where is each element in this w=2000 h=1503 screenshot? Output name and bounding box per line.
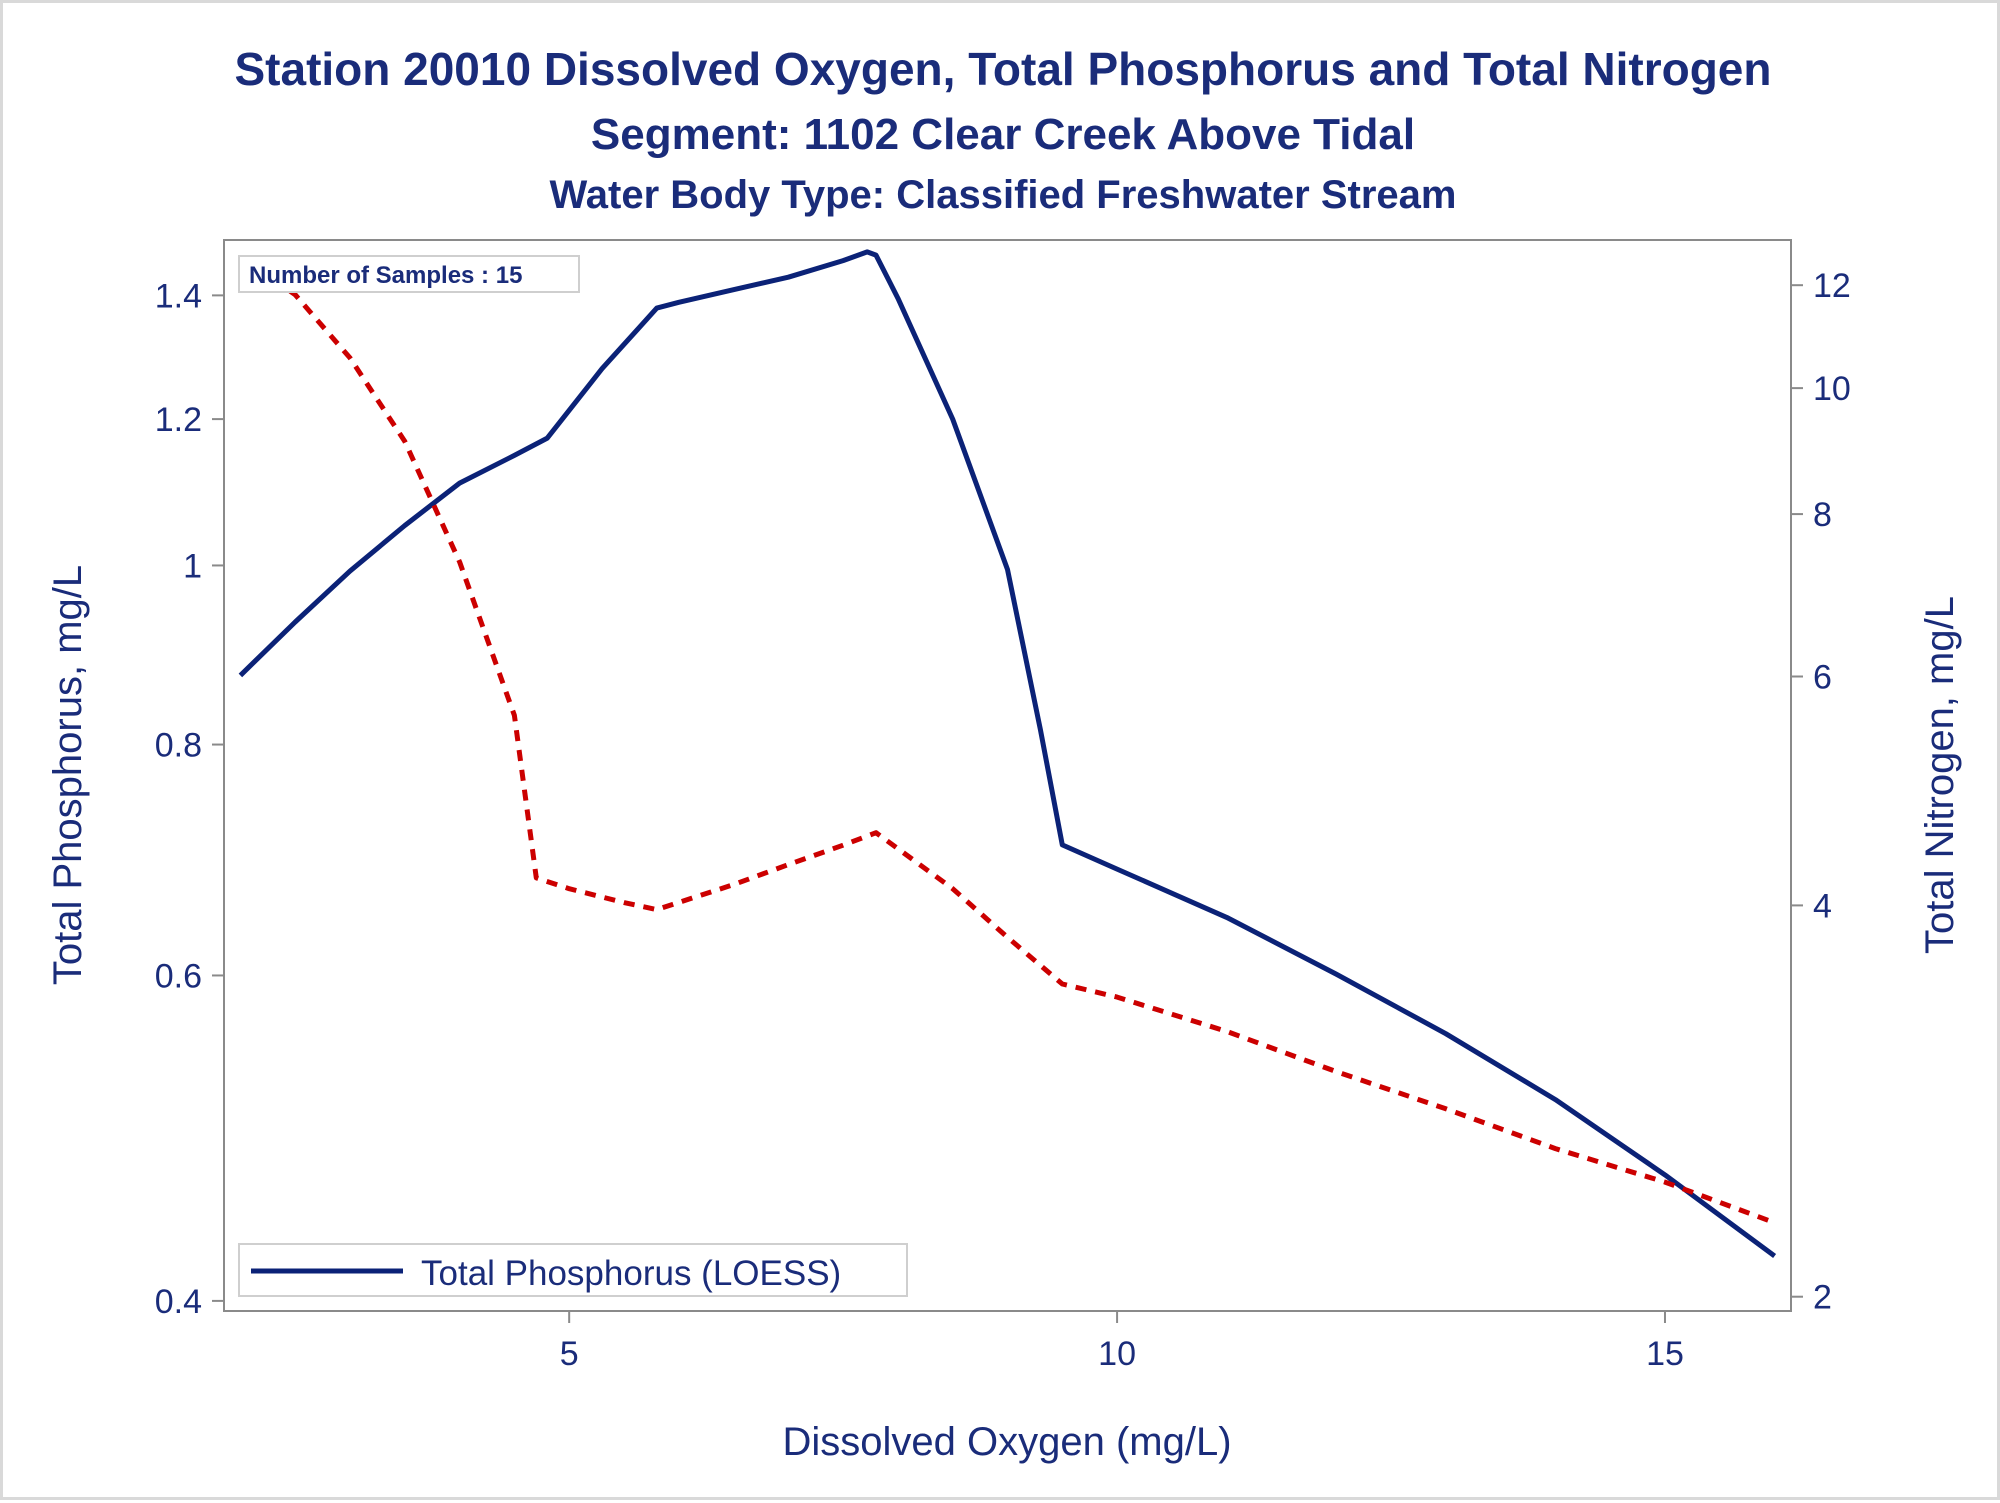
y-tick-label: 0.8 <box>155 727 202 765</box>
series-line-phosphorus <box>238 249 1777 1259</box>
y2-tick-label: 4 <box>1813 887 1832 925</box>
y-tick-label: 1 <box>183 547 202 585</box>
y-tick-label: 1.4 <box>155 277 202 315</box>
sample-count-label: Number of Samples : 15 <box>249 262 522 289</box>
y-axis-left: 0.4 0.6 0.8 1 1.2 1.4 <box>155 277 224 1321</box>
y2-tick-label: 6 <box>1813 658 1832 696</box>
x-tick-label: 10 <box>1098 1335 1136 1373</box>
x-tick-label: 5 <box>560 1335 579 1373</box>
y2-tick-label: 2 <box>1813 1279 1832 1317</box>
y-tick-label: 1.2 <box>155 401 202 439</box>
y-axis-right: 2 4 6 8 10 12 <box>1791 267 1851 1317</box>
series-line-nitrogen <box>238 255 1776 1226</box>
x-tick-label: 15 <box>1646 1335 1684 1373</box>
plot-area <box>223 239 1792 1312</box>
sample-count-border <box>238 255 580 293</box>
chart-subtitle-2: Water Body Type: Classified Freshwater S… <box>550 173 1457 217</box>
legend: Total Phosphorus (LOESS) <box>238 1243 908 1297</box>
chart-svg: Station 20010 Dissolved Oxygen, Total Ph… <box>46 43 1962 1464</box>
y-axis-label: Total Phosphorus, mg/L <box>46 565 90 985</box>
chart-subtitle: Segment: 1102 Clear Creek Above Tidal <box>591 110 1415 159</box>
y2-tick-label: 10 <box>1813 370 1851 408</box>
sample-count-box: Number of Samples : 15 <box>238 255 580 293</box>
legend-label-phosphorus: Total Phosphorus (LOESS) <box>421 1254 841 1293</box>
y2-axis-label: Total Nitrogen, mg/L <box>1918 596 1962 954</box>
y-tick-label: 0.4 <box>155 1283 202 1321</box>
y-tick-label: 0.6 <box>155 957 202 995</box>
y2-tick-label: 8 <box>1813 496 1832 534</box>
y2-tick-label: 12 <box>1813 267 1851 305</box>
x-axis: 5 10 15 <box>560 1311 1684 1373</box>
series-layer <box>238 249 1777 1259</box>
x-axis-label: Dissolved Oxygen (mg/L) <box>782 1420 1231 1464</box>
chart-title: Station 20010 Dissolved Oxygen, Total Ph… <box>234 43 1771 95</box>
